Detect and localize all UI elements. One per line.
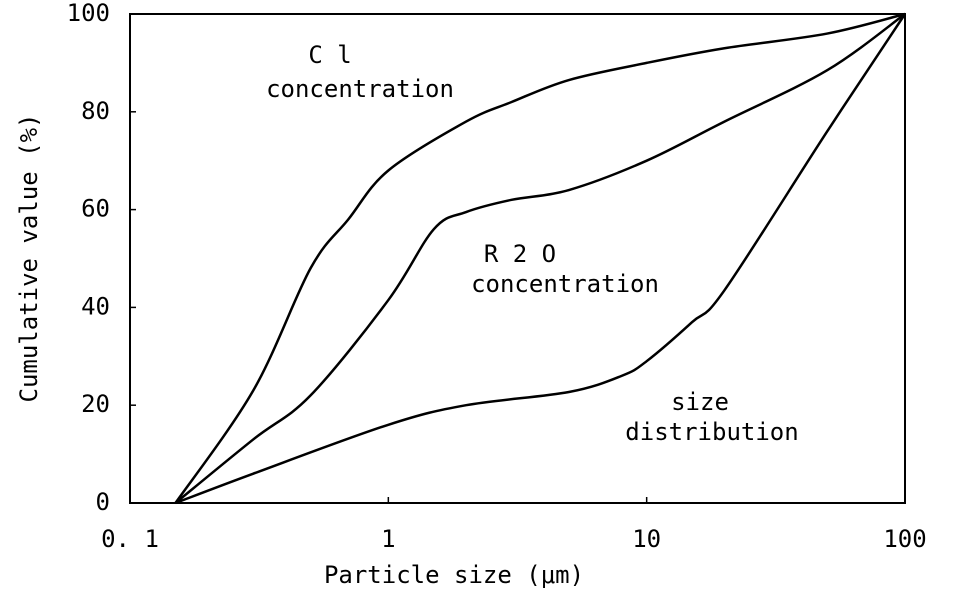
data-line (175, 13, 907, 505)
x-tick-label: 0. 1 (101, 525, 159, 553)
annotation: size (671, 388, 729, 416)
x-tick-label: 1 (381, 525, 395, 553)
annotation: R 2 O (484, 240, 556, 268)
y-tick-label: 100 (67, 0, 110, 27)
y-axis-label: Cumulative value (%) (15, 114, 43, 403)
annotation: distribution (625, 418, 798, 446)
y-tick-label: 0 (96, 488, 110, 516)
y-tick-label: 60 (81, 195, 110, 223)
y-tick-label: 20 (81, 390, 110, 418)
y-tick-label: 80 (81, 97, 110, 125)
data-line (174, 12, 906, 504)
annotation: concentration (266, 75, 454, 103)
x-axis-label: Particle size (μm) (324, 561, 584, 589)
annotation: concentration (471, 270, 659, 298)
x-tick-label: 10 (632, 525, 661, 553)
annotation: C l (308, 41, 351, 69)
y-tick-label: 40 (81, 292, 110, 320)
x-tick-label: 100 (883, 525, 926, 553)
plot-frame (129, 13, 906, 504)
data-line (174, 12, 906, 504)
